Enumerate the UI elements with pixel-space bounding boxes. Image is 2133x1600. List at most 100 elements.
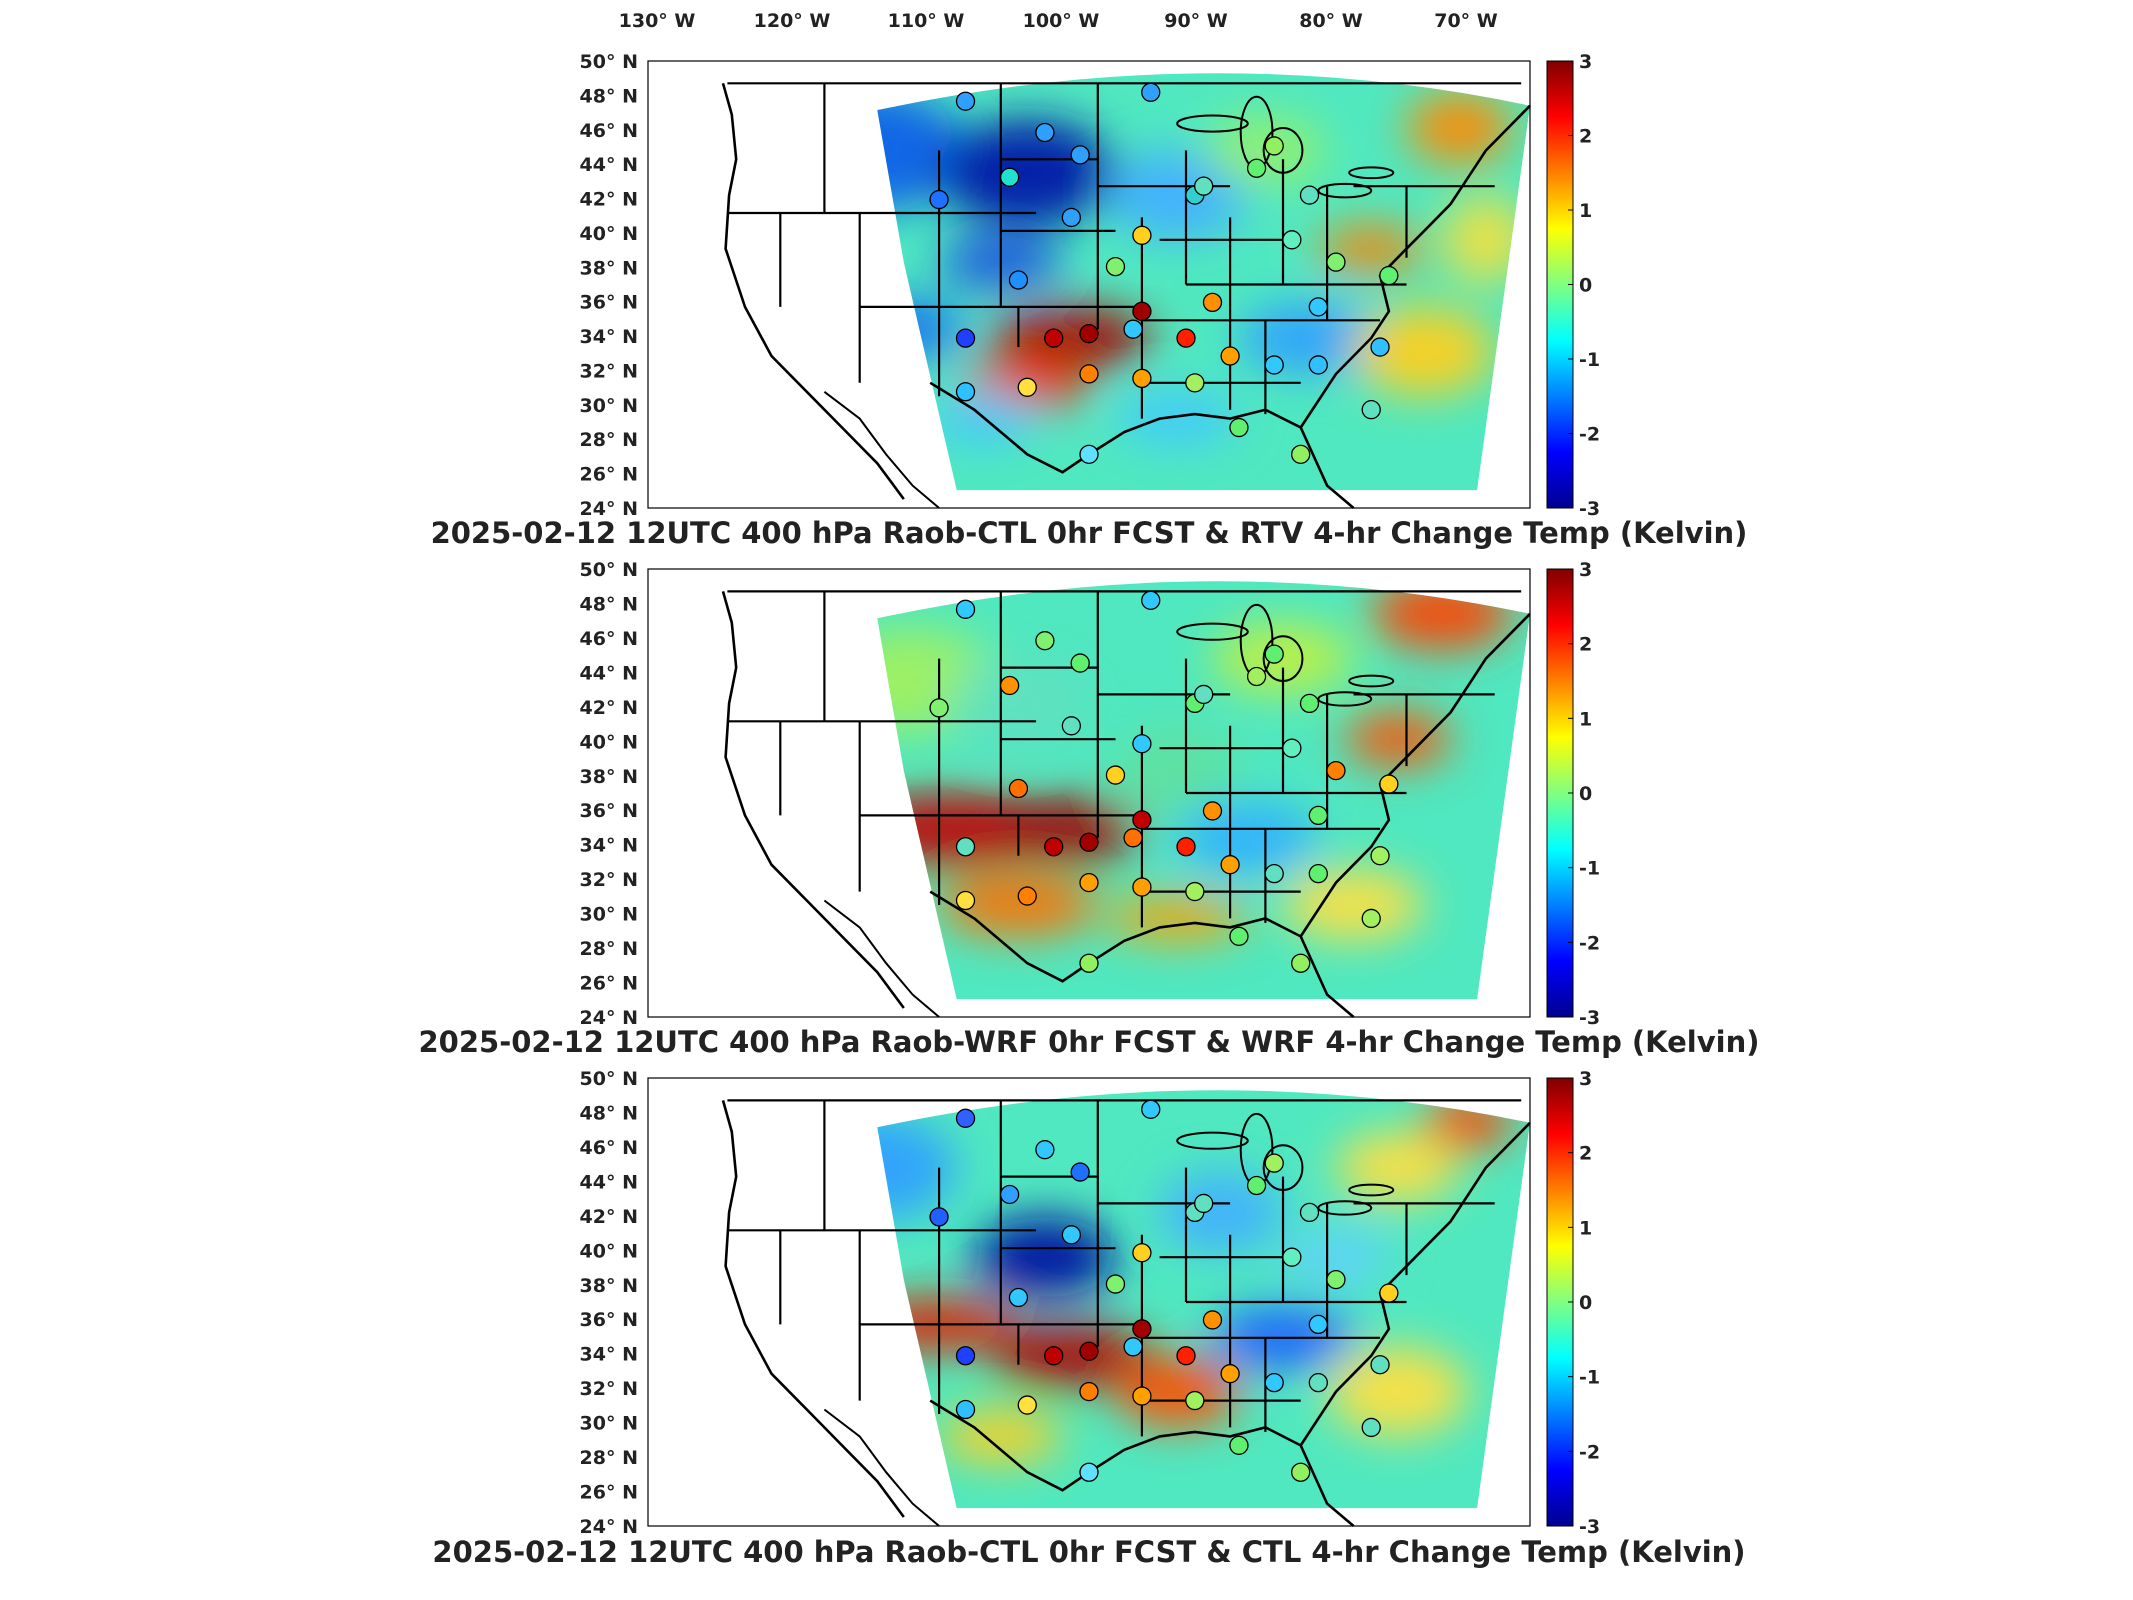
raob-site-marker bbox=[1370, 846, 1390, 866]
lat-label: 46° N bbox=[580, 120, 638, 142]
lat-label: 34° N bbox=[580, 1344, 638, 1366]
raob-site-marker bbox=[1264, 355, 1284, 375]
colorbar-tick-label: -1 bbox=[1579, 349, 1600, 371]
raob-site-marker bbox=[955, 382, 976, 402]
raob-site-marker bbox=[1079, 324, 1099, 344]
raob-site-marker bbox=[1008, 270, 1029, 290]
lat-label: 48° N bbox=[580, 593, 638, 615]
raob-site-marker bbox=[999, 1184, 1020, 1205]
raob-site-marker bbox=[955, 1108, 976, 1128]
colorbar-tick-label: -1 bbox=[1579, 1367, 1600, 1389]
lon-label-90w: 90° W bbox=[1164, 10, 1228, 32]
lat-label: 26° N bbox=[580, 973, 638, 995]
lat-label: 42° N bbox=[580, 1206, 638, 1228]
raob-site-marker bbox=[1061, 207, 1082, 228]
colorbar-tick-label: 0 bbox=[1579, 275, 1592, 297]
raob-site-marker bbox=[1308, 805, 1328, 826]
colorbar: 3 2 1 0 -1 -2 -3 bbox=[1546, 1068, 1600, 1538]
lat-label: 24° N bbox=[580, 498, 638, 520]
raob-site-marker bbox=[955, 837, 976, 857]
colorbar: 3 2 1 0 -1 -2 -3 bbox=[1546, 559, 1600, 1029]
colorbar-tick-label: -2 bbox=[1579, 424, 1600, 446]
raob-site-marker bbox=[1229, 417, 1249, 438]
raob-site-marker bbox=[1132, 1319, 1152, 1339]
raob-site-marker bbox=[955, 890, 976, 911]
lat-label: 46° N bbox=[580, 1137, 638, 1159]
raob-site-marker bbox=[1229, 1435, 1249, 1456]
raob-site-marker bbox=[1035, 631, 1055, 651]
raob-site-marker bbox=[1044, 837, 1064, 857]
raob-site-marker bbox=[1105, 1274, 1126, 1294]
raob-site-marker bbox=[1079, 1381, 1099, 1402]
temperature-field bbox=[877, 73, 1530, 491]
raob-site-marker bbox=[955, 599, 976, 619]
map-frame bbox=[647, 1077, 1531, 1527]
raob-site-marker bbox=[1220, 1364, 1240, 1384]
raob-site-marker bbox=[1370, 1355, 1390, 1375]
lat-label: 50° N bbox=[580, 559, 638, 581]
raob-site-marker bbox=[1132, 368, 1152, 389]
lat-label: 38° N bbox=[580, 257, 638, 279]
raob-site-marker bbox=[1017, 377, 1037, 397]
raob-site-marker bbox=[1132, 877, 1152, 897]
lat-label: 34° N bbox=[580, 326, 638, 348]
raob-site-marker bbox=[1132, 734, 1152, 754]
raob-site-marker bbox=[1105, 765, 1126, 785]
raob-site-marker bbox=[1220, 346, 1240, 366]
raob-site-marker bbox=[1079, 1341, 1099, 1361]
raob-site-marker bbox=[1246, 1175, 1267, 1196]
raob-site-marker bbox=[1202, 292, 1223, 313]
lat-label: 36° N bbox=[580, 292, 638, 314]
raob-site-marker bbox=[999, 675, 1020, 696]
raob-site-marker bbox=[1176, 837, 1196, 857]
colorbar-tick-label: -3 bbox=[1579, 1516, 1600, 1538]
lat-label: 48° N bbox=[580, 1102, 638, 1124]
raob-site-marker bbox=[1379, 265, 1399, 286]
lat-label: 24° N bbox=[580, 1516, 638, 1538]
lat-label: 32° N bbox=[580, 360, 638, 382]
raob-sites bbox=[929, 590, 1399, 973]
raob-site-marker bbox=[1246, 666, 1267, 687]
raob-site-marker bbox=[1035, 122, 1055, 143]
raob-site-marker bbox=[1264, 1153, 1284, 1173]
raob-site-marker bbox=[1370, 337, 1390, 357]
raob-site-marker bbox=[1194, 176, 1214, 196]
panel-title: 2025-02-12 12UTC 400 hPa Raob-WRF 0hr FC… bbox=[418, 1025, 1759, 1059]
lat-label: 28° N bbox=[580, 938, 638, 960]
lat-label: 32° N bbox=[580, 1378, 638, 1400]
raob-site-marker bbox=[1308, 1372, 1328, 1393]
lat-label: 48° N bbox=[580, 85, 638, 107]
colorbar-tick-label: 1 bbox=[1579, 1217, 1592, 1239]
lat-label: 30° N bbox=[580, 1413, 638, 1435]
map-panels: 50° N 48° N 46° N 44° N 42° N 40° N 38° N 36° N… bbox=[418, 51, 1759, 1569]
raob-site-marker bbox=[1123, 1337, 1143, 1357]
panel-title: 2025-02-12 12UTC 400 hPa Raob-CTL 0hr FC… bbox=[432, 1535, 1745, 1569]
raob-site-marker bbox=[1299, 185, 1320, 205]
raob-site-marker bbox=[1132, 1386, 1152, 1406]
raob-site-marker bbox=[1361, 1417, 1381, 1438]
raob-site-marker bbox=[929, 1207, 949, 1227]
raob-site-marker bbox=[1299, 1202, 1320, 1223]
raob-site-marker bbox=[1194, 1193, 1214, 1214]
panel-title: 2025-02-12 12UTC 400 hPa Raob-CTL 0hr FC… bbox=[431, 516, 1748, 550]
raob-site-marker bbox=[1132, 225, 1152, 245]
raob-site-marker bbox=[955, 1346, 976, 1366]
lat-label: 32° N bbox=[580, 869, 638, 891]
raob-site-marker bbox=[929, 189, 949, 210]
colorbar-tick-label: 3 bbox=[1579, 51, 1592, 73]
colorbar: 3 2 1 0 -1 -2 -3 bbox=[1546, 51, 1600, 520]
raob-site-marker bbox=[1132, 810, 1152, 830]
raob-site-marker bbox=[1194, 684, 1214, 705]
raob-site-marker bbox=[1291, 953, 1311, 973]
lat-label: 30° N bbox=[580, 395, 638, 417]
colorbar-tick-label: 0 bbox=[1579, 783, 1592, 805]
raob-site-marker bbox=[1229, 926, 1249, 947]
lat-label: 46° N bbox=[580, 628, 638, 650]
colorbar-tick-label: -3 bbox=[1579, 1007, 1600, 1029]
raob-site-marker bbox=[1361, 908, 1381, 929]
raob-site-marker bbox=[1379, 1283, 1399, 1303]
raob-site-marker bbox=[1361, 400, 1381, 420]
latitude-labels: 50° N 48° N 46° N 44° N 42° N 40° N 38° N 36° N… bbox=[580, 51, 638, 520]
raob-site-marker bbox=[1079, 832, 1099, 852]
